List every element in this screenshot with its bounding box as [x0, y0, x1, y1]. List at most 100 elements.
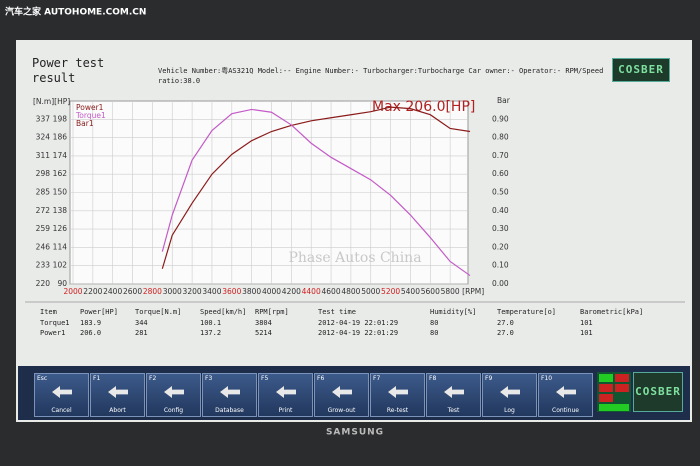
- toolbar-button[interactable]: F1 Abort: [90, 373, 145, 417]
- torque-tick-label: 220: [36, 279, 51, 288]
- column-header: Power[HP]: [80, 308, 118, 316]
- button-label: Re-test: [386, 407, 409, 414]
- button-icon: [108, 386, 128, 398]
- toolbar-button[interactable]: F2 Config: [146, 373, 201, 417]
- y-tick-label: 138: [53, 206, 68, 215]
- table-cell: Torque1: [40, 319, 70, 327]
- table-cell: Power1: [40, 329, 66, 337]
- y2-tick-label: 0.30: [492, 224, 509, 233]
- button-label: Log: [504, 407, 515, 414]
- button-label: Database: [215, 407, 244, 414]
- y-tick-label: 102: [53, 261, 68, 270]
- toolbar-button[interactable]: F9 Log: [482, 373, 537, 417]
- key-label: Esc: [37, 375, 48, 382]
- toolbar-button[interactable]: F8 Test: [426, 373, 481, 417]
- button-label: Abort: [109, 407, 126, 414]
- table-cell: 344: [135, 319, 148, 327]
- column-header: Test time: [318, 308, 356, 316]
- table-cell: 27.0: [497, 319, 514, 327]
- status-light: [599, 374, 613, 382]
- torque-tick-label: 259: [36, 224, 51, 233]
- series-line: [161, 106, 471, 269]
- table-cell: 101: [580, 319, 593, 327]
- legend-entry: Power1: [76, 103, 104, 112]
- brand: SAMSUNG: [326, 428, 384, 438]
- key-label: F2: [149, 375, 157, 382]
- button-icon: [52, 386, 72, 398]
- status-light: [599, 404, 629, 411]
- legend-entry: Bar1: [76, 119, 94, 128]
- y2-tick-label: 0.40: [492, 206, 509, 215]
- x-tick-label: 5200: [381, 287, 400, 296]
- column-header: Torque[N.m]: [135, 308, 182, 316]
- button-icon: [164, 386, 184, 398]
- button-label: Cancel: [51, 407, 72, 414]
- toolbar-button[interactable]: F3 Database: [202, 373, 257, 417]
- key-label: F6: [317, 375, 325, 382]
- button-icon: [388, 386, 408, 398]
- site-overlay: 汽车之家 AUTOHOME.COM.CN: [5, 6, 146, 18]
- column-header: Item: [40, 308, 57, 316]
- torque-tick-label: 324: [36, 133, 51, 142]
- table-cell: 206.0: [80, 329, 102, 337]
- watermark: Phase Autos China: [288, 250, 421, 266]
- column-header: Temperature[o]: [497, 308, 557, 316]
- button-icon: [220, 386, 240, 398]
- y-tick-label: 174: [53, 151, 68, 160]
- toolbar-button[interactable]: F10 Continue: [538, 373, 593, 417]
- table-cell: 5214: [255, 329, 272, 337]
- x-tick-label: 2000: [63, 287, 82, 296]
- y2-tick-label: 0.60: [492, 169, 509, 178]
- x-tick-label: 4800: [341, 287, 360, 296]
- x-tick-label: 5800: [441, 287, 460, 296]
- series-line: [161, 108, 471, 277]
- x-tick-label: 5400: [401, 287, 420, 296]
- key-label: F5: [261, 375, 269, 382]
- column-header: Barometric[kPa]: [580, 308, 644, 316]
- title: Power test result: [32, 56, 105, 85]
- toolbar-button[interactable]: F6 Grow-out: [314, 373, 369, 417]
- button-icon: [500, 386, 520, 398]
- key-label: F10: [541, 375, 553, 382]
- table-cell: 183.9: [80, 319, 102, 327]
- y2-tick-label: 0.70: [492, 151, 509, 160]
- y-tick-label: 126: [53, 224, 68, 233]
- y-axis-label: [N.m][HP]: [33, 97, 70, 106]
- x-tick-label: 5600: [421, 287, 440, 296]
- y-tick-label: 186: [53, 133, 68, 142]
- x-tick-label: 3200: [183, 287, 202, 296]
- table-cell: 2012-04-19 22:01:29: [318, 319, 399, 327]
- key-label: F1: [93, 375, 101, 382]
- button-icon: [444, 386, 464, 398]
- x-tick-label: 3000: [163, 287, 182, 296]
- key-label: F9: [485, 375, 493, 382]
- x-tick-label: 4200: [282, 287, 301, 296]
- x-tick-label: 4600: [322, 287, 341, 296]
- x-axis-label: [RPM]: [462, 287, 484, 296]
- button-label: Grow-out: [327, 407, 356, 414]
- status-light: [599, 384, 613, 392]
- vehicle-info: Vehicle Number:粤AS321Q Model:-- Engine N…: [158, 67, 604, 85]
- table-cell: 3804: [255, 319, 272, 327]
- x-tick-label: 3800: [242, 287, 261, 296]
- y-tick-label: 114: [53, 242, 68, 251]
- toolbar-button[interactable]: F5 Print: [258, 373, 313, 417]
- y2-tick-label: 0.90: [492, 114, 509, 123]
- y2-tick-label: 0.10: [492, 261, 509, 270]
- column-header: Humidity[%]: [430, 308, 477, 316]
- torque-tick-label: 285: [36, 188, 51, 197]
- table-cell: 80: [430, 329, 439, 337]
- torque-tick-label: 246: [36, 242, 51, 251]
- toolbar-button[interactable]: Esc Cancel: [34, 373, 89, 417]
- x-tick-label: 2400: [103, 287, 122, 296]
- x-tick-label: 5000: [361, 287, 380, 296]
- torque-tick-label: 311: [36, 151, 51, 160]
- toolbar-button[interactable]: F7 Re-test: [370, 373, 425, 417]
- status-light: [599, 394, 613, 402]
- button-label: Continue: [552, 407, 579, 414]
- x-tick-label: 4000: [262, 287, 281, 296]
- logo: COSBER: [633, 372, 683, 412]
- torque-tick-label: 272: [36, 206, 51, 215]
- table-cell: 2012-04-19 22:01:29: [318, 329, 399, 337]
